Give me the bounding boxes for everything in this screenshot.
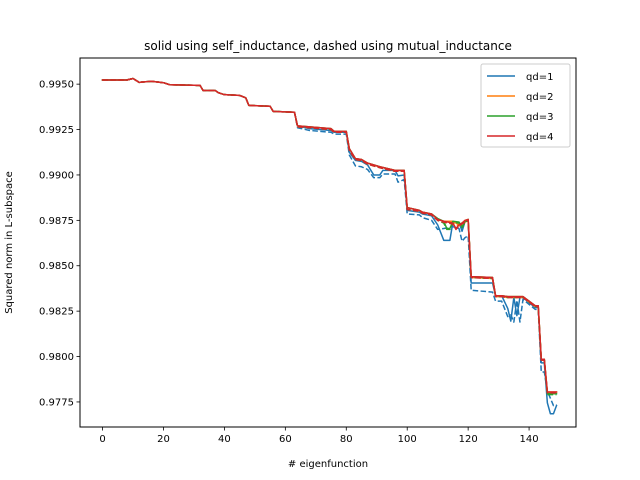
x-tick-label: 100 xyxy=(398,434,417,445)
legend-label-qd-2: qd=2 xyxy=(526,92,553,103)
y-tick-label: 0.9800 xyxy=(39,352,74,363)
chart-title: solid using self_inductance, dashed usin… xyxy=(144,39,512,53)
y-axis-label: Squared norm in L-subspace xyxy=(4,171,15,314)
y-tick-label: 0.9950 xyxy=(39,80,74,91)
plot-area-frame xyxy=(79,57,577,428)
y-tick-label: 0.9825 xyxy=(39,307,74,318)
legend: qd=1 qd=2 qd=3 qd=4 xyxy=(480,63,571,148)
x-tick-label: 60 xyxy=(279,434,292,445)
x-axis-label: # eigenfunction xyxy=(288,459,368,470)
x-axis: 0 20 40 60 80 100 120 140 xyxy=(99,427,539,445)
y-tick-label: 0.9900 xyxy=(39,170,74,181)
legend-label-qd-1: qd=1 xyxy=(526,72,553,83)
x-tick-label: 120 xyxy=(459,434,478,445)
x-tick-label: 80 xyxy=(340,434,353,445)
x-tick-label: 140 xyxy=(520,434,539,445)
series-line-qd-4-solid xyxy=(101,77,558,393)
x-tick-label: 0 xyxy=(99,434,105,445)
y-tick-label: 0.9850 xyxy=(39,261,74,272)
legend-label-qd-4: qd=4 xyxy=(526,132,553,143)
y-tick-label: 0.9925 xyxy=(39,125,74,136)
y-tick-label: 0.9775 xyxy=(39,397,74,408)
y-tick-label: 0.9875 xyxy=(39,216,74,227)
x-tick-label: 40 xyxy=(218,434,231,445)
legend-label-qd-3: qd=3 xyxy=(526,112,553,123)
legend-box xyxy=(480,63,571,148)
y-axis: 0.9775 0.9800 0.9825 0.9850 0.9875 0.9900 0.99… xyxy=(39,80,80,408)
x-tick-label: 20 xyxy=(157,434,170,445)
